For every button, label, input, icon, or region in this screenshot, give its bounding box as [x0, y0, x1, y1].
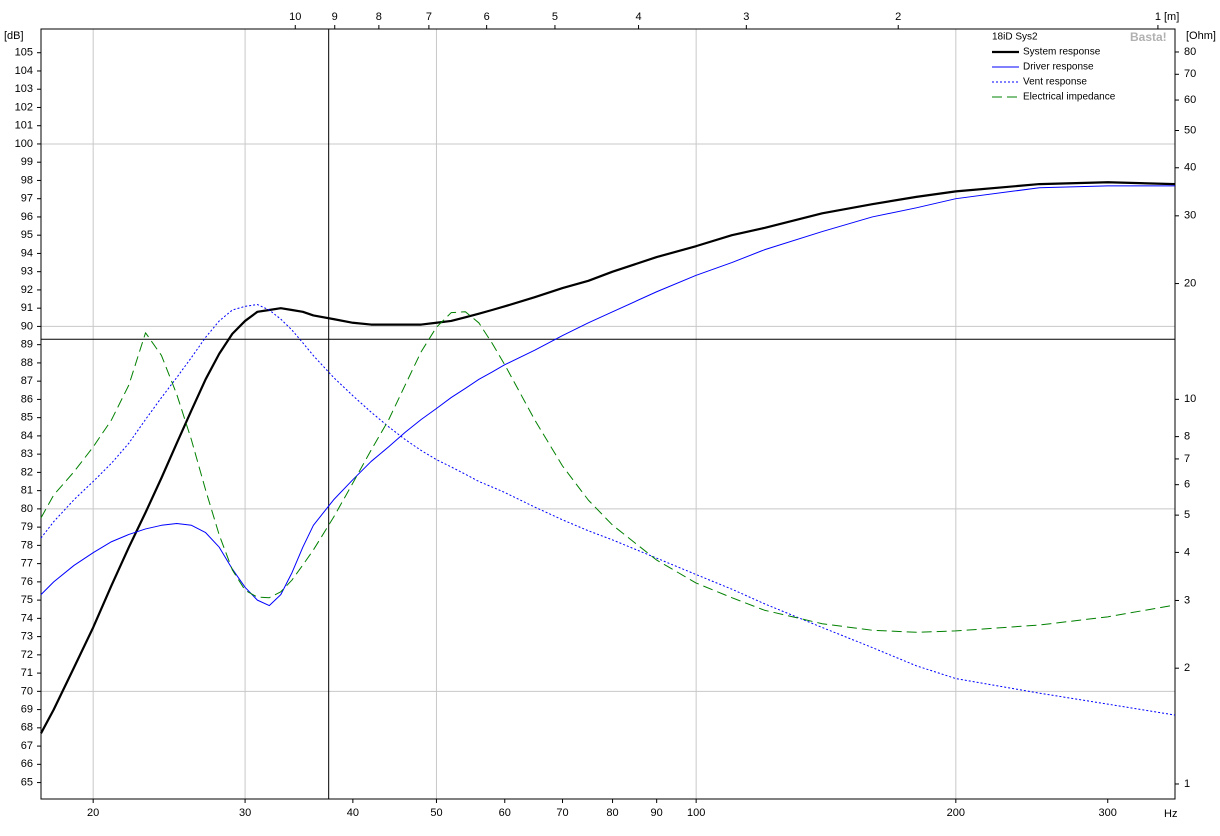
y2-tick-label: 20 [1184, 277, 1196, 289]
x-tick-label: 70 [556, 807, 568, 819]
y-tick-label: 79 [21, 521, 33, 533]
y-tick-label: 70 [21, 685, 33, 697]
y-tick-label: 82 [21, 466, 33, 478]
y-tick-label: 101 [15, 120, 33, 132]
y-tick-label: 67 [21, 740, 33, 752]
x-unit: Hz [1164, 808, 1177, 820]
watermark: Basta! [1130, 30, 1167, 44]
x-tick-label: 300 [1099, 807, 1117, 819]
x-tick-label: 30 [239, 807, 251, 819]
y-tick-label: 74 [21, 612, 33, 624]
y-tick-label: 93 [21, 266, 33, 278]
y-tick-label: 100 [15, 138, 33, 150]
y-tick-label: 72 [21, 649, 33, 661]
series-line [40, 304, 1176, 716]
x-tick-label: 50 [430, 807, 442, 819]
y-tick-label: 71 [21, 667, 33, 679]
y-tick-label: 99 [21, 156, 33, 168]
x2-tick-label: 3 [743, 11, 749, 23]
y-tick-label: 105 [15, 47, 33, 59]
plot-frame [40, 28, 1176, 800]
y-tick-label: 85 [21, 412, 33, 424]
y-tick-label: 83 [21, 448, 33, 460]
y-tick-label: 94 [21, 247, 33, 259]
legend-title: 18iD Sys2 [992, 32, 1038, 43]
y-tick-label: 80 [21, 503, 33, 515]
x2-tick-label: 1 [1155, 11, 1161, 23]
y-tick-label: 65 [21, 776, 33, 788]
legend-label: Electrical impedance [1023, 92, 1116, 103]
x2-tick-label: 8 [376, 11, 382, 23]
x-tick-label: 200 [947, 807, 965, 819]
x-tick-label: 80 [606, 807, 618, 819]
y2-tick-label: 4 [1184, 546, 1190, 558]
x2-tick-label: 10 [289, 11, 301, 23]
series-line [40, 185, 1175, 607]
y-tick-label: 81 [21, 485, 33, 497]
x2-tick-label: 7 [426, 11, 432, 23]
y2-tick-label: 1 [1184, 778, 1190, 790]
x-tick-label: 90 [651, 807, 663, 819]
y-tick-label: 66 [21, 758, 33, 770]
x-tick-label: 60 [499, 807, 511, 819]
x2-tick-label: 9 [332, 11, 338, 23]
y-tick-label: 88 [21, 357, 33, 369]
y2-tick-label: 6 [1184, 479, 1190, 491]
y-tick-label: 97 [21, 193, 33, 205]
y-tick-label: 75 [21, 594, 33, 606]
series-line [40, 311, 1176, 633]
legend-label: Vent response [1023, 77, 1087, 88]
x-tick-label: 40 [347, 807, 359, 819]
x2-tick-label: 2 [895, 11, 901, 23]
y2-tick-label: 2 [1184, 662, 1190, 674]
legend-label: Driver response [1023, 62, 1094, 73]
x-tick-label: 100 [687, 807, 705, 819]
y-tick-label: 90 [21, 320, 33, 332]
y-tick-label: 96 [21, 211, 33, 223]
y2-tick-label: 70 [1184, 68, 1196, 80]
legend-label: System response [1023, 47, 1101, 58]
y2-tick-label: 50 [1184, 124, 1196, 136]
y2-unit: [Ohm] [1186, 30, 1216, 42]
y-tick-label: 92 [21, 284, 33, 296]
y2-tick-label: 80 [1184, 46, 1196, 58]
y-tick-label: 102 [15, 101, 33, 113]
y-tick-label: 87 [21, 375, 33, 387]
y2-tick-label: 5 [1184, 509, 1190, 521]
y-tick-label: 84 [21, 430, 33, 442]
series-line [40, 181, 1176, 734]
y2-tick-label: 60 [1184, 94, 1196, 106]
y-unit: [dB] [4, 30, 24, 42]
y-tick-label: 78 [21, 539, 33, 551]
x2-unit: [m] [1164, 11, 1179, 23]
y-tick-label: 104 [15, 65, 33, 77]
y-tick-label: 69 [21, 703, 33, 715]
y-tick-label: 77 [21, 558, 33, 570]
y-tick-label: 98 [21, 174, 33, 186]
y-tick-label: 95 [21, 229, 33, 241]
y2-tick-label: 30 [1184, 210, 1196, 222]
y-tick-label: 86 [21, 393, 33, 405]
y-tick-label: 68 [21, 722, 33, 734]
x2-tick-label: 4 [635, 11, 641, 23]
y-tick-label: 89 [21, 339, 33, 351]
y2-tick-label: 3 [1184, 594, 1190, 606]
y2-tick-label: 7 [1184, 453, 1190, 465]
x-tick-label: 20 [87, 807, 99, 819]
y-tick-label: 91 [21, 302, 33, 314]
y2-tick-label: 10 [1184, 393, 1196, 405]
x2-tick-label: 6 [484, 11, 490, 23]
y-tick-label: 73 [21, 631, 33, 643]
y-tick-label: 76 [21, 576, 33, 588]
y-tick-label: 103 [15, 83, 33, 95]
y2-tick-label: 8 [1184, 431, 1190, 443]
x2-tick-label: 5 [552, 11, 558, 23]
y2-tick-label: 40 [1184, 162, 1196, 174]
